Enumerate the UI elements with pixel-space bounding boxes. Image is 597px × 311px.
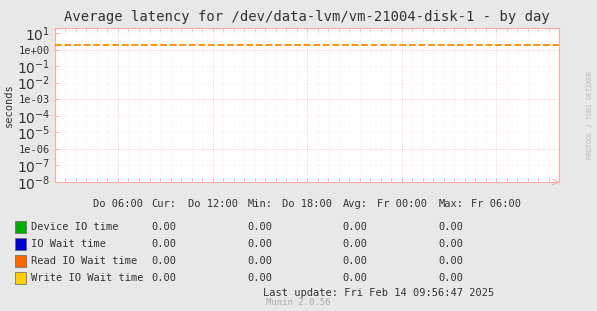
Title: Average latency for /dev/data-lvm/vm-21004-disk-1 - by day: Average latency for /dev/data-lvm/vm-210… <box>64 10 550 24</box>
Text: 0.00: 0.00 <box>152 256 177 266</box>
Text: Do 06:00: Do 06:00 <box>93 199 143 209</box>
Text: Munin 2.0.56: Munin 2.0.56 <box>266 298 331 307</box>
Text: Write IO Wait time: Write IO Wait time <box>31 273 143 283</box>
Text: 0.00: 0.00 <box>343 239 368 249</box>
Text: Max:: Max: <box>438 199 463 209</box>
Text: IO Wait time: IO Wait time <box>31 239 106 249</box>
Text: 0.00: 0.00 <box>247 222 272 232</box>
Text: 0.00: 0.00 <box>343 256 368 266</box>
Text: Read IO Wait time: Read IO Wait time <box>31 256 137 266</box>
Text: 0.00: 0.00 <box>438 222 463 232</box>
Text: 0.00: 0.00 <box>152 273 177 283</box>
Text: Cur:: Cur: <box>152 199 177 209</box>
Y-axis label: seconds: seconds <box>4 83 14 127</box>
Text: Last update: Fri Feb 14 09:56:47 2025: Last update: Fri Feb 14 09:56:47 2025 <box>263 288 495 298</box>
Text: Fr 00:00: Fr 00:00 <box>377 199 427 209</box>
Text: Fr 06:00: Fr 06:00 <box>471 199 521 209</box>
Text: 0.00: 0.00 <box>247 256 272 266</box>
Text: RRDTOOL / TOBI OETIKER: RRDTOOL / TOBI OETIKER <box>587 71 593 159</box>
Text: 0.00: 0.00 <box>343 222 368 232</box>
Text: Avg:: Avg: <box>343 199 368 209</box>
Text: Do 18:00: Do 18:00 <box>282 199 332 209</box>
Text: 0.00: 0.00 <box>247 239 272 249</box>
Text: Min:: Min: <box>247 199 272 209</box>
Text: 0.00: 0.00 <box>152 239 177 249</box>
Text: 0.00: 0.00 <box>438 256 463 266</box>
Text: 0.00: 0.00 <box>438 239 463 249</box>
Text: Device IO time: Device IO time <box>31 222 119 232</box>
Text: 0.00: 0.00 <box>438 273 463 283</box>
Text: Do 12:00: Do 12:00 <box>187 199 238 209</box>
Text: 0.00: 0.00 <box>247 273 272 283</box>
Text: 0.00: 0.00 <box>343 273 368 283</box>
Text: 0.00: 0.00 <box>152 222 177 232</box>
